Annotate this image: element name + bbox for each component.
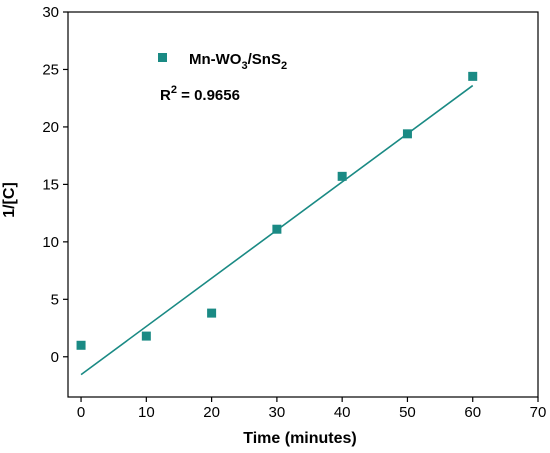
x-tick-label: 70 [530, 404, 547, 421]
y-axis-ticks: 0 5 10 15 20 25 30 [42, 4, 68, 366]
y-axis-title: 1/[C] [1, 182, 18, 218]
x-tick-label: 0 [77, 404, 85, 421]
plot-border [67, 11, 539, 398]
data-point [468, 71, 478, 81]
y-tick-label: 30 [42, 4, 59, 21]
data-point [272, 224, 282, 234]
data-point [337, 171, 347, 181]
y-tick-label: 10 [42, 234, 59, 251]
legend-label: Mn-WO3/SnS2 [189, 51, 287, 72]
data-points [76, 71, 478, 350]
legend-marker [158, 53, 167, 62]
y-tick-label: 0 [51, 349, 59, 366]
x-axis-title: Time (minutes) [243, 430, 357, 447]
r-squared-annotation: R2 = 0.9656 [160, 84, 240, 104]
x-tick-label: 50 [399, 404, 416, 421]
x-tick-label: 30 [269, 404, 286, 421]
data-point [402, 129, 412, 139]
data-point [76, 340, 86, 350]
y-tick-label: 20 [42, 119, 59, 136]
y-tick-label: 5 [51, 291, 59, 308]
data-point [141, 331, 151, 341]
y-tick-label: 25 [42, 61, 59, 78]
data-point [207, 308, 217, 318]
x-tick-label: 40 [334, 404, 351, 421]
y-tick-label: 15 [42, 176, 59, 193]
x-tick-label: 60 [464, 404, 481, 421]
x-tick-label: 10 [138, 404, 155, 421]
legend: Mn-WO3/SnS2 [158, 51, 287, 72]
x-tick-label: 20 [203, 404, 220, 421]
x-axis-ticks: 0 10 20 30 40 50 60 70 [77, 397, 546, 421]
plot-frame [67, 11, 539, 398]
